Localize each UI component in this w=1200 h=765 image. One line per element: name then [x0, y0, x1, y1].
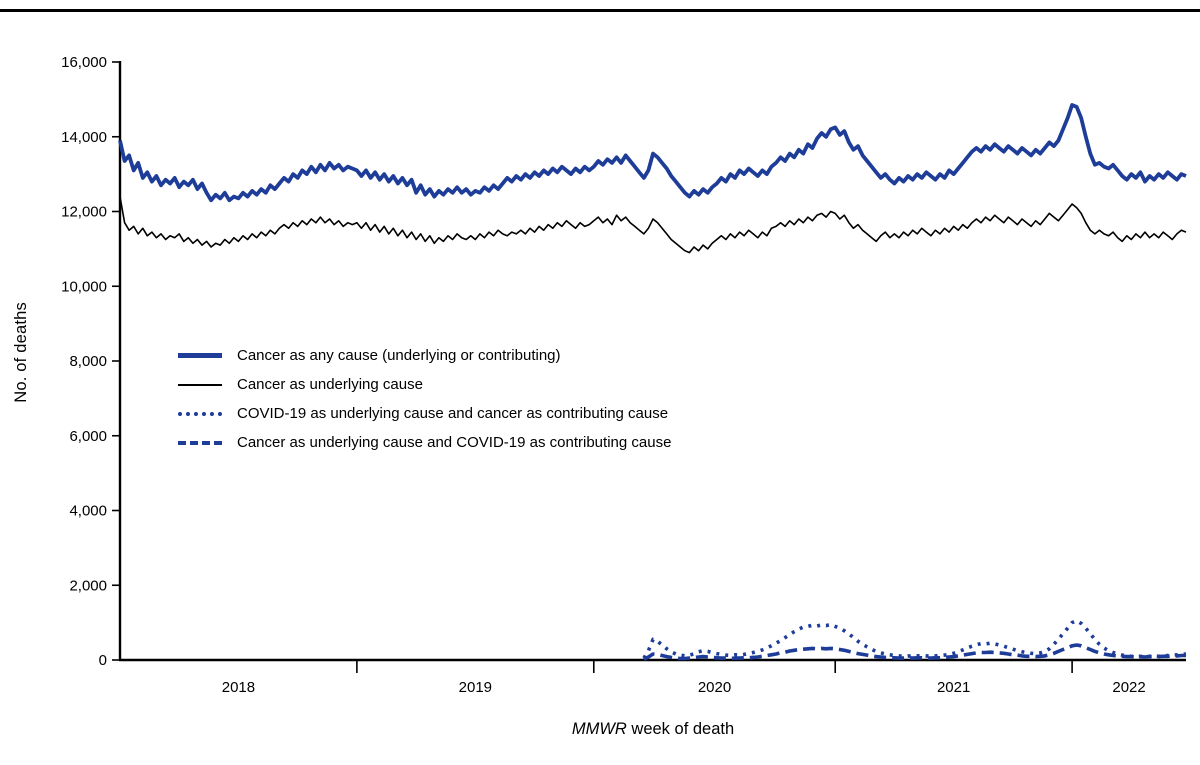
legend-line-sample-dashed-icon [178, 440, 222, 445]
legend-label-underlying-cause: Cancer as underlying cause [237, 376, 423, 393]
svg-text:12,000: 12,000 [61, 204, 107, 221]
svg-text:16,000: 16,000 [61, 54, 107, 71]
svg-text:2019: 2019 [459, 679, 492, 696]
legend-item-any-cause: Cancer as any cause (underlying or contr… [178, 347, 671, 364]
svg-text:0: 0 [99, 652, 107, 669]
x-axis-label: MMWR week of death [120, 720, 1186, 739]
legend-line-sample-solid-thick-icon [178, 353, 222, 358]
legend-item-covid-underlying: COVID-19 as underlying cause and cancer … [178, 405, 671, 422]
svg-text:2020: 2020 [698, 679, 731, 696]
svg-text:2,000: 2,000 [69, 577, 107, 594]
y-axis-label: No. of deaths [12, 302, 30, 403]
svg-text:10,000: 10,000 [61, 278, 107, 295]
legend: Cancer as any cause (underlying or contr… [178, 347, 671, 451]
svg-text:6,000: 6,000 [69, 428, 107, 445]
svg-text:2022: 2022 [1112, 679, 1145, 696]
x-axis-label-rest: week of death [626, 720, 735, 738]
legend-label-any-cause: Cancer as any cause (underlying or contr… [237, 347, 561, 364]
legend-line-sample-solid-thin-icon [178, 383, 222, 386]
svg-text:4,000: 4,000 [69, 503, 107, 520]
top-rule-divider [0, 9, 1200, 12]
legend-item-covid-contributing: Cancer as underlying cause and COVID-19 … [178, 434, 671, 451]
x-axis-label-italic: MMWR [571, 720, 627, 738]
legend-label-covid-contributing: Cancer as underlying cause and COVID-19 … [237, 434, 672, 451]
legend-line-sample-dotted-icon [178, 411, 222, 416]
legend-label-covid-underlying: COVID-19 as underlying cause and cancer … [237, 405, 669, 422]
legend-item-underlying-cause: Cancer as underlying cause [178, 376, 671, 393]
svg-text:8,000: 8,000 [69, 353, 107, 370]
svg-text:2021: 2021 [937, 679, 970, 696]
svg-text:14,000: 14,000 [61, 129, 107, 146]
svg-text:2018: 2018 [222, 679, 255, 696]
